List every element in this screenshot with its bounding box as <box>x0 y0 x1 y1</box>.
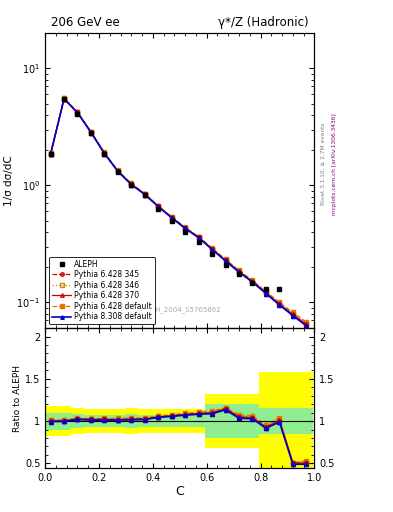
Text: γ*/Z (Hadronic): γ*/Z (Hadronic) <box>219 16 309 29</box>
Text: Rivet 3.1.10, ≥ 2.7M events: Rivet 3.1.10, ≥ 2.7M events <box>320 122 325 205</box>
Text: 206 GeV ee: 206 GeV ee <box>51 16 119 29</box>
Legend: ALEPH, Pythia 6.428 345, Pythia 6.428 346, Pythia 6.428 370, Pythia 6.428 defaul: ALEPH, Pythia 6.428 345, Pythia 6.428 34… <box>49 257 155 324</box>
X-axis label: C: C <box>175 485 184 498</box>
Y-axis label: 1/σ dσ/dC: 1/σ dσ/dC <box>4 155 14 206</box>
Text: mcplots.cern.ch [arXiv:1306.3436]: mcplots.cern.ch [arXiv:1306.3436] <box>332 113 337 215</box>
Y-axis label: Ratio to ALEPH: Ratio to ALEPH <box>13 365 22 432</box>
Text: ALEPH_2004_S5765862: ALEPH_2004_S5765862 <box>138 307 221 313</box>
